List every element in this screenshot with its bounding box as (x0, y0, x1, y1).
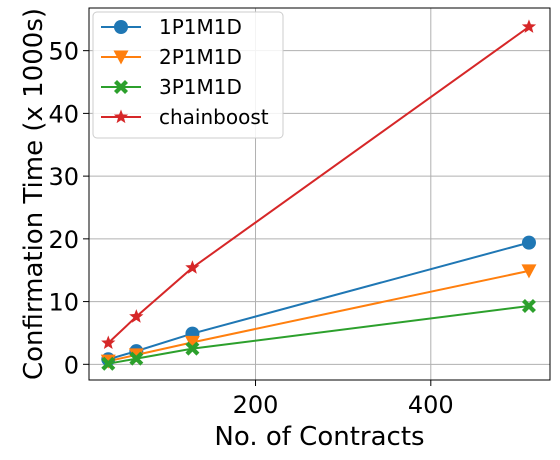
legend-item-3p1m1d: 3P1M1D (101, 75, 242, 99)
series-layer (100, 19, 537, 371)
y-tick-label: 20 (48, 226, 79, 254)
legend-marker (114, 80, 128, 94)
data-point-2p1m1d (521, 264, 537, 279)
x-tick-label: 400 (408, 391, 454, 419)
legend-label: 3P1M1D (159, 75, 242, 99)
legend: 1P1M1D 2P1M1D 3P1M1D chainboost (92, 11, 284, 139)
data-point-chainboost (521, 19, 537, 33)
series-line-3p1m1d (108, 304, 530, 365)
legend-label: 2P1M1D (159, 45, 242, 69)
y-tick-label: 50 (48, 38, 79, 66)
series-line-chainboost (107, 26, 530, 344)
plot-frame (88, 7, 551, 381)
series-3p1m1d (101, 298, 536, 371)
legend-box (92, 11, 284, 139)
legend-item-1p1m1d: 1P1M1D (101, 15, 242, 39)
legend-item-2p1m1d: 2P1M1D (101, 45, 242, 69)
data-point-3p1m1d (521, 298, 536, 313)
series-chainboost (101, 19, 537, 350)
data-point-3p1m1d (129, 351, 144, 366)
y-tick-label: 10 (48, 289, 79, 317)
legend-marker (114, 20, 128, 34)
legend-label: chainboost (159, 105, 269, 129)
y-tick-label: 40 (48, 100, 79, 128)
data-point-3p1m1d (185, 341, 200, 356)
y-axis-label: Confirmation Time (x 1000s) (19, 8, 49, 380)
legend-marker (113, 109, 129, 124)
ticks: 200 400 0 10 20 30 40 50 (48, 38, 453, 419)
data-point-chainboost (101, 335, 116, 350)
data-point-2p1m1d (128, 348, 144, 363)
data-point-chainboost (129, 309, 144, 323)
data-point-2p1m1d (184, 335, 200, 350)
data-point-chainboost (185, 260, 200, 274)
series-line-2p1m1d (108, 269, 530, 363)
legend-label: 1P1M1D (159, 15, 242, 39)
x-axis-label: No. of Contracts (214, 422, 424, 452)
x-tick-label: 200 (233, 391, 279, 419)
data-point-1p1m1d (521, 235, 536, 250)
y-tick-label: 0 (64, 351, 79, 379)
series-line-1p1m1d (108, 241, 530, 361)
y-tick-label: 30 (48, 163, 79, 191)
data-point-3p1m1d (101, 356, 116, 371)
legend-item-chainboost: chainboost (101, 105, 269, 129)
legend-marker (113, 50, 129, 65)
